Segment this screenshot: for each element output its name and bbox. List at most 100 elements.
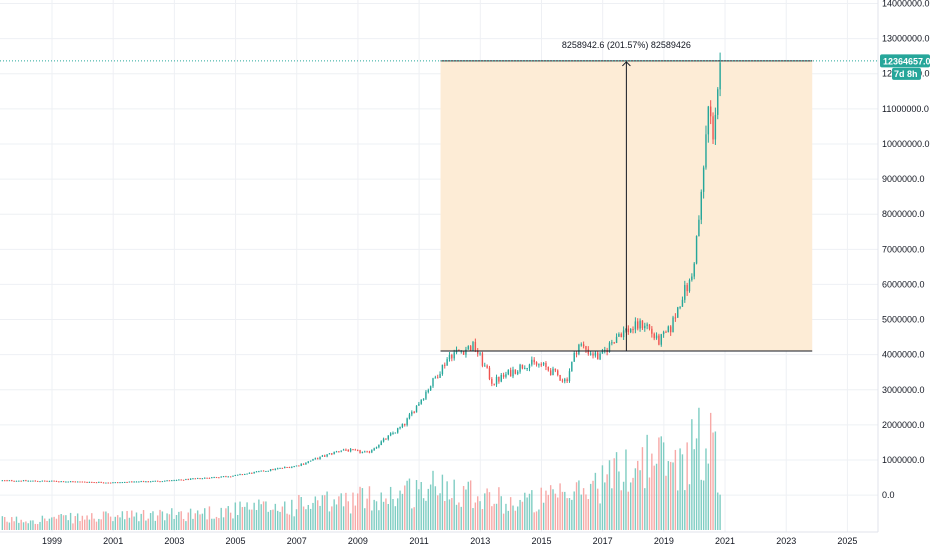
volume-bar — [717, 492, 719, 530]
candle-body — [196, 478, 199, 480]
volume-bar — [27, 523, 29, 530]
volume-bar — [312, 502, 314, 530]
candle-body — [580, 344, 582, 346]
volume-bar — [255, 510, 258, 530]
volume-bar — [469, 480, 472, 530]
volume-bar — [215, 516, 218, 530]
volume-bar — [62, 515, 65, 530]
candle-body — [69, 481, 72, 483]
volume-bar — [220, 507, 222, 530]
volume-bar — [352, 492, 354, 530]
candle-body — [662, 331, 665, 335]
volume-bar — [269, 510, 272, 530]
candle-body — [241, 474, 244, 476]
candle-body — [533, 359, 535, 363]
candle-body — [373, 448, 375, 451]
candle-body — [672, 317, 674, 333]
volume-bar — [604, 482, 606, 530]
candle-body — [434, 377, 437, 379]
volume-bar — [86, 515, 88, 530]
candle-body — [505, 374, 507, 377]
volume-bar — [58, 514, 60, 530]
candle-body — [620, 333, 622, 338]
candle-body — [651, 328, 653, 334]
candle-body — [399, 427, 401, 429]
volume-bar — [338, 496, 340, 530]
volume-bar — [396, 498, 399, 530]
volume-bar — [366, 498, 368, 530]
candle-body — [406, 418, 408, 425]
volume-bar — [1, 516, 4, 530]
candle-body — [41, 480, 44, 482]
candle-body — [62, 481, 65, 483]
candle-body — [4, 480, 6, 482]
candle-body — [333, 451, 335, 455]
candle-body — [46, 480, 48, 482]
candle-body — [321, 455, 324, 457]
volume-bar — [665, 475, 667, 530]
candle-body — [44, 480, 46, 482]
candle-body — [175, 480, 178, 482]
volume-bar — [333, 499, 335, 530]
volume-bar — [173, 518, 175, 530]
candle-body — [218, 477, 220, 479]
candle-body — [140, 481, 142, 483]
candle-body — [594, 352, 597, 356]
candle-body — [48, 481, 51, 483]
candle-body — [74, 481, 77, 483]
candle-body — [512, 369, 514, 377]
candle-body — [244, 474, 246, 476]
year-tick-label: 2011 — [409, 536, 428, 546]
volume-bar — [178, 511, 180, 530]
candle-body — [679, 306, 681, 308]
candle-body — [91, 481, 93, 483]
volume-bar — [542, 502, 545, 530]
candle-body — [549, 370, 552, 376]
volume-bar — [36, 524, 39, 530]
candle-body — [371, 450, 373, 453]
year-tick-label: 2017 — [593, 536, 613, 546]
volume-bar — [302, 506, 305, 530]
volume-bar — [620, 490, 622, 530]
candle-body — [173, 480, 175, 482]
candle-body — [211, 477, 213, 479]
candle-body — [305, 462, 307, 465]
volume-bar — [491, 506, 493, 530]
volume-bar — [142, 510, 145, 530]
volume-bar — [171, 508, 173, 530]
time-axis[interactable]: 1999 2001 2003 2005 2007 2009 2011 2013 2015 2017… — [0, 531, 878, 546]
candle-body — [547, 367, 550, 371]
candle-body — [213, 477, 215, 479]
candle-body — [300, 463, 302, 466]
price-axis[interactable]: 14000000.013000000.012000000.011000000.0… — [877, 0, 930, 532]
candle-body — [281, 467, 284, 469]
volume-bar — [436, 495, 439, 530]
candle-body — [411, 411, 413, 415]
volume-bar — [493, 503, 495, 530]
volume-bar — [453, 479, 455, 530]
candle-body — [521, 364, 524, 369]
volume-bar — [29, 520, 32, 530]
volume-bar — [156, 515, 159, 530]
volume-bar — [608, 460, 611, 530]
volume-bar — [655, 463, 658, 530]
candle-body — [32, 480, 34, 482]
candle-body — [93, 482, 95, 484]
volume-bar — [420, 481, 422, 530]
volume-bar — [465, 489, 467, 530]
volume-bar — [91, 513, 93, 530]
candle-body — [248, 472, 251, 474]
volume-bar — [253, 502, 255, 530]
volume-bar — [573, 491, 575, 530]
candle-body — [328, 453, 331, 455]
candle-body — [648, 324, 651, 329]
candle-body — [324, 455, 326, 457]
price-tick-label: 8000000.0 — [882, 209, 925, 219]
candle-body — [286, 466, 288, 468]
volume-bar — [658, 437, 660, 530]
candle-body — [644, 325, 646, 329]
candle-body — [714, 114, 717, 140]
volume-bar — [509, 497, 512, 530]
candle-body — [637, 321, 639, 329]
